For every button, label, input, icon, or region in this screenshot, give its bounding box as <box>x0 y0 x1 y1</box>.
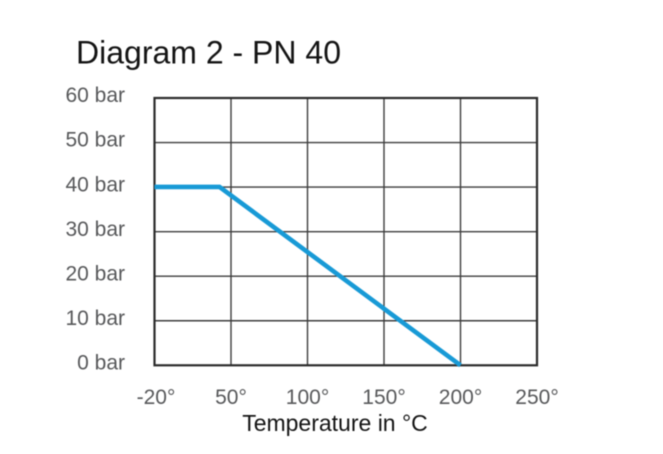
svg-text:40 bar: 40 bar <box>65 173 125 196</box>
svg-text:250°: 250° <box>515 386 558 409</box>
svg-text:-20°: -20° <box>137 386 176 409</box>
svg-text:30 bar: 30 bar <box>65 218 125 241</box>
svg-text:Temperature in °C: Temperature in °C <box>242 410 428 436</box>
svg-text:50°: 50° <box>215 386 247 409</box>
svg-text:10 bar: 10 bar <box>65 307 125 330</box>
svg-text:50 bar: 50 bar <box>65 129 125 152</box>
svg-text:150°: 150° <box>362 386 405 409</box>
svg-text:0 bar: 0 bar <box>77 352 125 375</box>
svg-text:Diagram 2 - PN 40: Diagram 2 - PN 40 <box>76 35 341 71</box>
svg-text:20 bar: 20 bar <box>65 262 125 285</box>
svg-text:200°: 200° <box>439 386 482 409</box>
svg-text:60 bar: 60 bar <box>65 84 125 107</box>
svg-text:100°: 100° <box>286 386 329 409</box>
